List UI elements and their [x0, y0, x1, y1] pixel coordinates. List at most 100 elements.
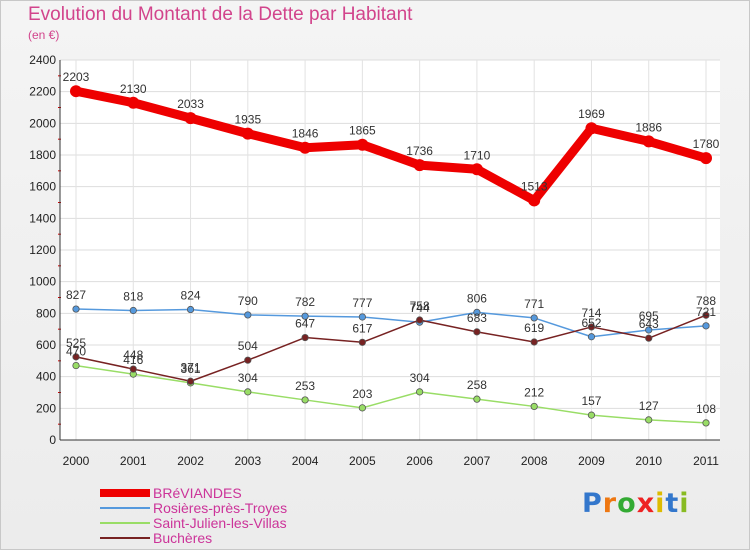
y-tick-label: 1400 [29, 211, 56, 225]
legend-label-breviandes: BRéVIANDES [153, 485, 242, 501]
data-point [473, 328, 481, 336]
y-tick-label: 200 [36, 401, 56, 415]
data-label: 253 [295, 379, 315, 393]
data-point [186, 377, 195, 385]
y-tick-label: 1800 [29, 148, 56, 162]
x-tick-label: 2006 [406, 454, 433, 468]
data-point [301, 396, 309, 404]
data-label: 721 [696, 305, 716, 319]
logo-letter: r [602, 488, 618, 519]
x-tick-label: 2004 [292, 454, 319, 468]
data-point [587, 323, 596, 331]
data-point [473, 395, 481, 403]
series-line-1 [75, 308, 707, 338]
data-label: 525 [66, 336, 86, 350]
data-point [184, 112, 197, 125]
data-label: 790 [238, 294, 258, 308]
data-point [473, 308, 481, 316]
data-label: 2203 [63, 70, 90, 84]
data-point [585, 122, 598, 135]
data-label: 827 [66, 288, 86, 302]
data-point [244, 311, 252, 319]
data-point [470, 163, 483, 176]
data-point [642, 135, 655, 148]
data-label: 788 [696, 294, 716, 308]
data-point [702, 419, 710, 427]
data-point [587, 411, 596, 419]
data-point [244, 356, 252, 364]
x-tick-label: 2009 [578, 454, 605, 468]
legend-label-bucheres: Buchères [153, 530, 213, 546]
y-tick-label: 2200 [29, 85, 56, 99]
x-tick-label: 2010 [635, 454, 662, 468]
x-tick-label: 2011 [693, 454, 719, 468]
legend-swatch-bucheres [100, 537, 150, 539]
data-label: 1710 [464, 148, 491, 162]
data-point [416, 388, 424, 396]
data-label: 647 [295, 317, 315, 331]
data-label: 771 [524, 297, 544, 311]
y-tick-label: 0 [49, 433, 56, 447]
data-point [356, 138, 369, 151]
data-label: 824 [181, 289, 201, 303]
x-tick-label: 2007 [464, 454, 491, 468]
series-line-0 [71, 86, 711, 205]
y-tick-label: 2400 [29, 53, 56, 67]
data-label: 361 [181, 362, 201, 376]
data-label: 212 [524, 385, 544, 399]
y-tick-label: 1200 [29, 243, 56, 257]
data-point [301, 312, 309, 320]
data-label: 1886 [635, 120, 662, 134]
y-tick-label: 1600 [29, 180, 56, 194]
y-tick-label: 800 [36, 306, 56, 320]
logo-letter: i [679, 488, 690, 519]
data-label: 416 [123, 353, 143, 367]
data-label: 157 [581, 394, 601, 408]
data-point [301, 333, 309, 342]
legend-swatch-breviandes [100, 489, 150, 497]
logo-letter: x [636, 488, 656, 519]
data-label: 1846 [292, 127, 319, 141]
data-label: 758 [410, 299, 430, 313]
data-label: 714 [581, 306, 601, 320]
data-label: 108 [696, 402, 716, 416]
x-tick-label: 2001 [120, 454, 147, 468]
data-label: 643 [639, 317, 659, 331]
data-label: 1736 [406, 144, 433, 158]
y-tick-label: 2000 [29, 116, 56, 130]
data-label: 652 [581, 316, 601, 330]
data-point [70, 85, 82, 98]
data-point [416, 316, 424, 324]
data-point [129, 365, 137, 373]
data-point [530, 402, 538, 411]
legend-swatch-rosieres [100, 507, 150, 509]
data-label: 2130 [120, 82, 147, 96]
data-label: 683 [467, 311, 487, 325]
data-label: 1865 [349, 124, 376, 138]
data-point [72, 353, 80, 361]
data-point [587, 333, 596, 341]
data-label: 744 [410, 301, 430, 315]
data-label: 448 [123, 348, 143, 362]
data-point [530, 338, 538, 346]
logo-letter: i [655, 488, 666, 519]
series-line-3 [75, 314, 707, 383]
data-label: 806 [467, 291, 487, 305]
data-label: 777 [352, 296, 372, 310]
data-label: 127 [639, 399, 659, 413]
data-point [244, 388, 252, 396]
data-point [645, 326, 653, 334]
data-point [358, 313, 366, 321]
data-point [358, 404, 366, 412]
data-label: 504 [238, 339, 258, 353]
x-tick-label: 2008 [521, 454, 548, 468]
data-point [528, 194, 541, 207]
proxiti-logo: Proxiti [582, 488, 690, 519]
data-label: 2033 [177, 97, 204, 111]
data-point [72, 361, 80, 370]
data-point [186, 305, 195, 314]
data-point [299, 141, 312, 154]
data-label: 617 [352, 321, 372, 335]
data-label: 304 [238, 371, 258, 385]
